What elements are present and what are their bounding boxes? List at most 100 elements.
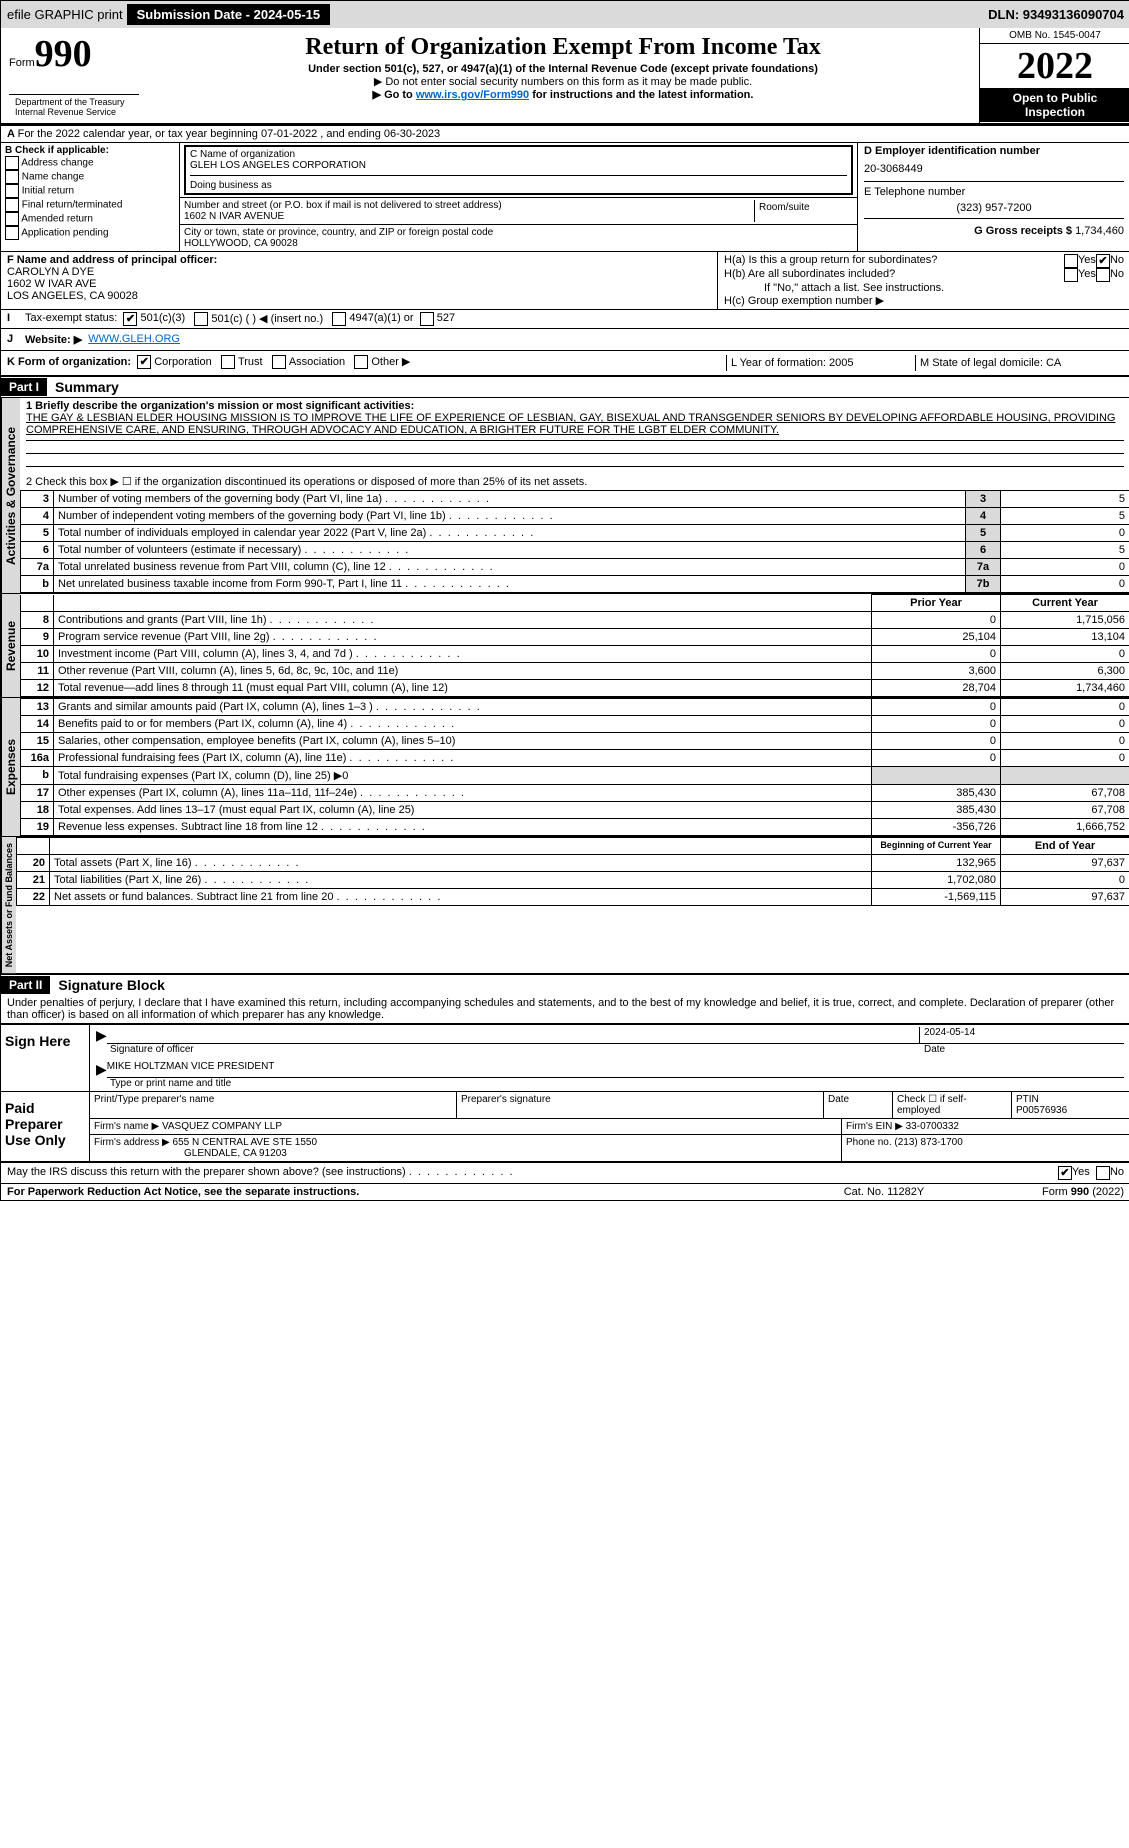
i-letter: I xyxy=(7,312,25,326)
ag-0-v: 5 xyxy=(1001,491,1129,508)
exp-4-d: Total fundraising expenses (Part IX, col… xyxy=(54,767,872,785)
rev-4-p: 28,704 xyxy=(872,680,1001,697)
tax-year: 2022 xyxy=(980,44,1129,88)
ag-1-v: 5 xyxy=(1001,508,1129,525)
ptin-label: PTIN xyxy=(1016,1094,1039,1105)
chk-other[interactable] xyxy=(354,355,368,369)
exp-4-n: b xyxy=(21,767,54,785)
net-1-d: Total liabilities (Part X, line 26) xyxy=(50,872,872,889)
ag-0-n: 3 xyxy=(21,491,54,508)
opt-address-change[interactable]: Address change xyxy=(5,156,175,170)
paid-prep-label: Paid Preparer Use Only xyxy=(1,1092,89,1161)
exp-2-n: 15 xyxy=(21,733,54,750)
exp-7-p: -356,726 xyxy=(872,819,1001,836)
chk-corp[interactable] xyxy=(137,355,151,369)
ag-1-n: 4 xyxy=(21,508,54,525)
discuss-no-chk[interactable] xyxy=(1096,1166,1110,1180)
hc-label: H(c) Group exemption number ▶ xyxy=(724,294,1124,307)
chk-trust[interactable] xyxy=(221,355,235,369)
gross-receipts: 1,734,460 xyxy=(1075,225,1124,237)
exp-6-d: Total expenses. Add lines 13–17 (must eq… xyxy=(54,802,872,819)
b-label: B Check if applicable: xyxy=(5,145,109,156)
exp-6-n: 18 xyxy=(21,802,54,819)
ag-4-n: 7a xyxy=(21,559,54,576)
ag-4-box: 7a xyxy=(966,559,1001,576)
city-label: City or town, state or province, country… xyxy=(184,227,853,238)
sig-date: 2024-05-14 xyxy=(919,1027,1124,1044)
prep-date-label: Date xyxy=(823,1092,892,1118)
opt-initial-return[interactable]: Initial return xyxy=(5,184,175,198)
rev-1-n: 9 xyxy=(21,629,54,646)
net-0-n: 20 xyxy=(17,855,50,872)
arrow-icon-2: ▶ xyxy=(96,1061,107,1078)
subtitle-3: ▶ Go to www.irs.gov/Form990 for instruct… xyxy=(151,88,975,101)
self-emp-label: Check ☐ if self-employed xyxy=(892,1092,1011,1118)
g-label: G Gross receipts $ xyxy=(974,225,1072,237)
exp-3-p: 0 xyxy=(872,750,1001,767)
exp-7-n: 19 xyxy=(21,819,54,836)
rev-2-d: Investment income (Part VIII, column (A)… xyxy=(54,646,872,663)
rev-0-d: Contributions and grants (Part VIII, lin… xyxy=(54,612,872,629)
form-number: 990 xyxy=(35,33,92,75)
officer-signature-line[interactable] xyxy=(107,1027,919,1044)
rev-3-p: 3,600 xyxy=(872,663,1001,680)
ag-5-v: 0 xyxy=(1001,576,1129,593)
hb-yes: Yes xyxy=(1078,268,1096,282)
d-label: D Employer identification number xyxy=(864,145,1040,157)
tab-activities: Activities & Governance xyxy=(1,398,20,593)
net-assets-table: Beginning of Current YearEnd of Year 20T… xyxy=(16,837,1129,906)
submission-date-button[interactable]: Submission Date - 2024-05-15 xyxy=(127,4,331,25)
chk-527[interactable] xyxy=(420,312,434,326)
opt-assoc: Association xyxy=(289,356,345,368)
f-label: F Name and address of principal officer: xyxy=(7,254,217,266)
officer-name: CAROLYN A DYE xyxy=(7,266,94,278)
exp-5-p: 385,430 xyxy=(872,785,1001,802)
opt-name-change[interactable]: Name change xyxy=(5,170,175,184)
rev-0-c: 1,715,056 xyxy=(1001,612,1129,629)
perjury-text: Under penalties of perjury, I declare th… xyxy=(1,995,1129,1023)
line1-label: 1 Briefly describe the organization's mi… xyxy=(26,400,414,412)
firm-name-label: Firm's name ▶ xyxy=(94,1121,159,1132)
opt-501c3: 501(c)(3) xyxy=(141,312,186,326)
ag-4-v: 0 xyxy=(1001,559,1129,576)
discuss-no: No xyxy=(1110,1166,1124,1180)
opt-final-return[interactable]: Final return/terminated xyxy=(5,198,175,212)
chk-4947[interactable] xyxy=(332,312,346,326)
chk-assoc[interactable] xyxy=(272,355,286,369)
open-public-label: Open to Public Inspection xyxy=(980,88,1129,122)
irs-link[interactable]: www.irs.gov/Form990 xyxy=(416,89,529,101)
e-label: E Telephone number xyxy=(864,186,1124,198)
firm-city: GLENDALE, CA 91203 xyxy=(94,1148,287,1159)
exp-6-p: 385,430 xyxy=(872,802,1001,819)
tab-net-assets: Net Assets or Fund Balances xyxy=(1,837,16,973)
chk-501c[interactable] xyxy=(194,312,208,326)
hb-note: If "No," attach a list. See instructions… xyxy=(724,282,1124,294)
exp-4-c xyxy=(1001,767,1129,785)
opt-pending[interactable]: Application pending xyxy=(5,226,175,240)
ptin-value: P00576936 xyxy=(1016,1105,1067,1116)
exp-0-c: 0 xyxy=(1001,699,1129,716)
line-a-text: For the 2022 calendar year, or tax year … xyxy=(18,128,441,140)
net-2-d: Net assets or fund balances. Subtract li… xyxy=(50,889,872,906)
chk-501c3[interactable] xyxy=(123,312,137,326)
officer-typed-name: MIKE HOLTZMAN VICE PRESIDENT xyxy=(107,1061,1124,1078)
ag-5-n: b xyxy=(21,576,54,593)
exp-1-c: 0 xyxy=(1001,716,1129,733)
efile-label: efile GRAPHIC print xyxy=(7,7,123,22)
section-k: K Form of organization: Corporation Trus… xyxy=(7,355,726,371)
opt-amended[interactable]: Amended return xyxy=(5,212,175,226)
sig-officer-label: Signature of officer xyxy=(96,1044,924,1055)
ag-0-d: Number of voting members of the governin… xyxy=(54,491,966,508)
net-0-d: Total assets (Part X, line 16) xyxy=(50,855,872,872)
ha-label: H(a) Is this a group return for subordin… xyxy=(724,254,1064,268)
ag-1-d: Number of independent voting members of … xyxy=(54,508,966,525)
rev-4-d: Total revenue—add lines 8 through 11 (mu… xyxy=(54,680,872,697)
tab-revenue: Revenue xyxy=(1,594,20,697)
firm-addr-label: Firm's address ▶ xyxy=(94,1137,170,1148)
discuss-label: May the IRS discuss this return with the… xyxy=(7,1166,1058,1180)
website-link[interactable]: WWW.GLEH.ORG xyxy=(88,333,180,346)
officer-addr2: LOS ANGELES, CA 90028 xyxy=(7,290,138,302)
part1-header: Part I xyxy=(1,378,47,396)
section-b: B Check if applicable: Address change Na… xyxy=(1,143,179,251)
discuss-yes-chk[interactable] xyxy=(1058,1166,1072,1180)
